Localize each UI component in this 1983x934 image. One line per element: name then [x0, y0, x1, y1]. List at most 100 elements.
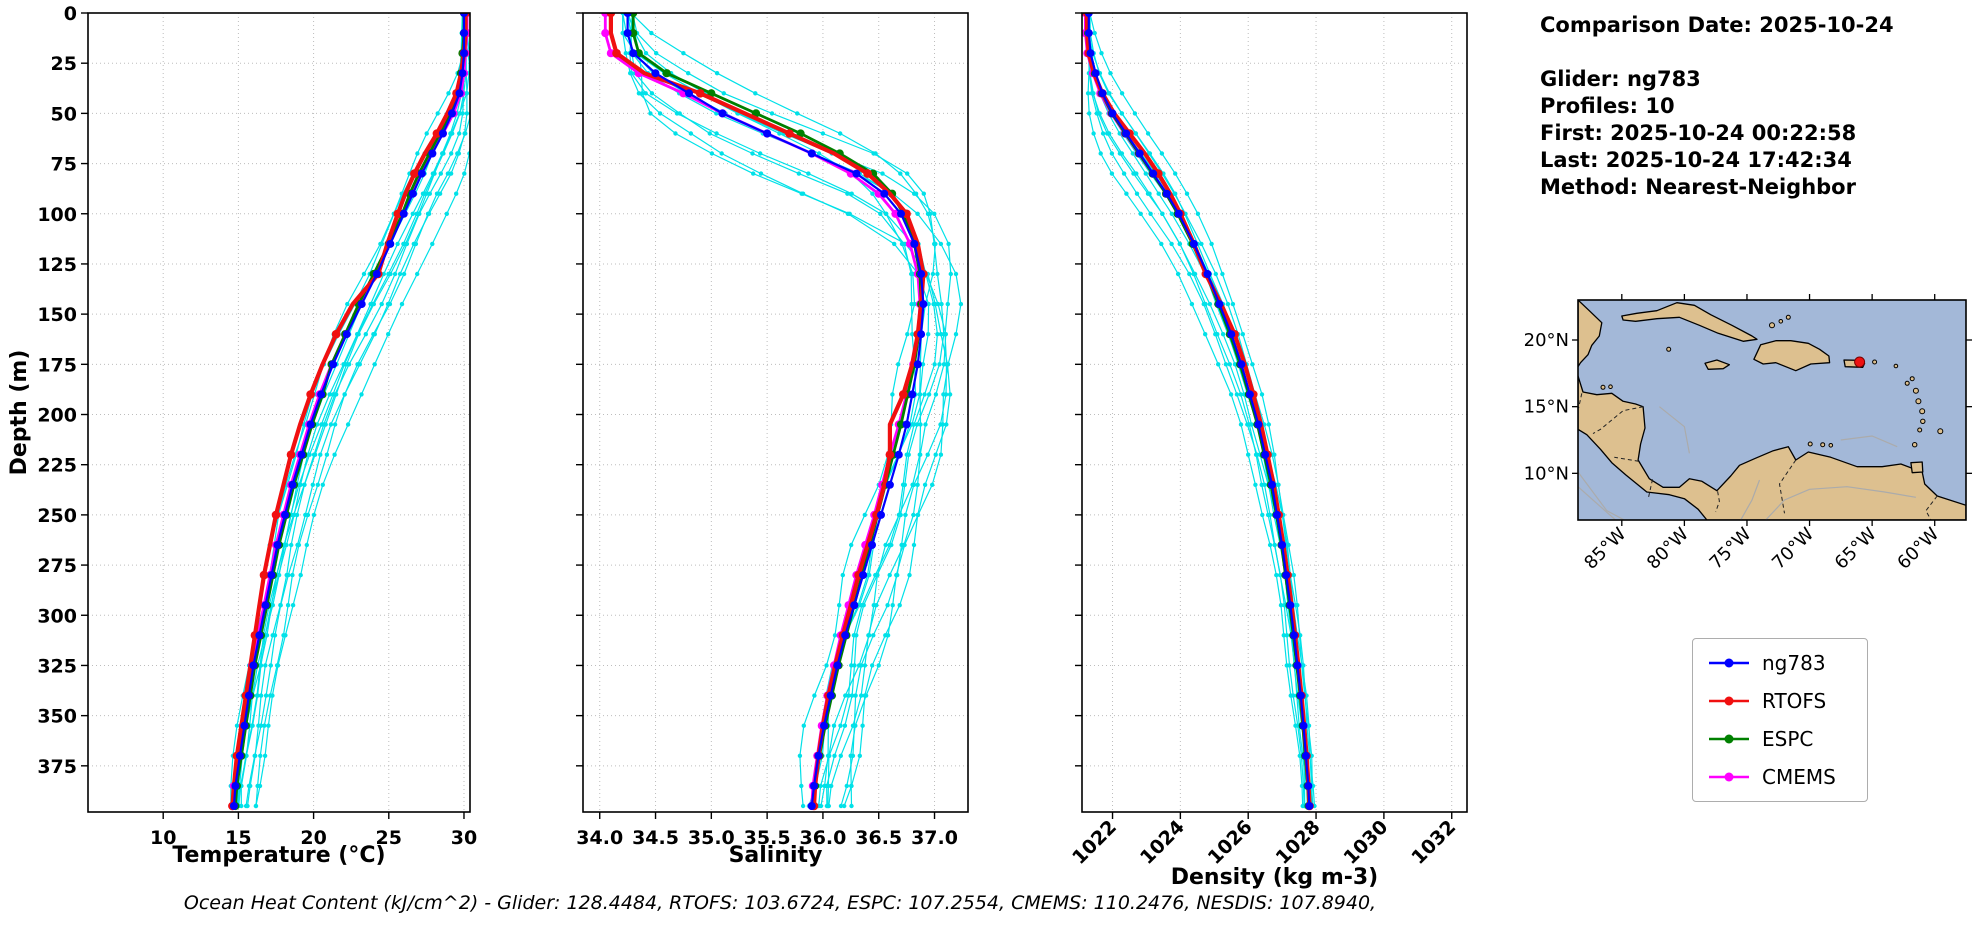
- glider-scatter-marker: [826, 753, 832, 758]
- glider-scatter-marker: [849, 693, 855, 698]
- map-lon-label: 65°W: [1831, 524, 1881, 574]
- glider-scatter-marker: [926, 301, 931, 307]
- small-island: [1912, 442, 1918, 448]
- glider-scatter-marker: [385, 301, 391, 307]
- glider-scatter-marker: [917, 452, 922, 457]
- glider-scatter-marker: [926, 392, 932, 397]
- glider-scatter-marker: [234, 723, 240, 728]
- glider-scatter-marker: [920, 362, 926, 367]
- glider-scatter-marker: [849, 803, 854, 809]
- glider-scatter-marker: [938, 452, 944, 457]
- glider-scatter-marker: [938, 332, 944, 337]
- glider-scatter-marker: [862, 512, 867, 518]
- glider-scatter-marker: [896, 362, 901, 367]
- glider-scatter-marker: [285, 603, 291, 608]
- series-CMEMS-marker: [891, 209, 900, 218]
- series-ng783-marker: [342, 330, 351, 339]
- glider-scatter-marker: [818, 783, 823, 789]
- x-tick-label: 34.5: [632, 827, 679, 849]
- glider-scatter-marker: [933, 452, 938, 457]
- glider-scatter-marker: [283, 633, 288, 638]
- series-ng783-marker: [1149, 169, 1158, 178]
- series-ng783-marker: [329, 360, 338, 369]
- x-tick-label: 25: [376, 827, 402, 849]
- series-ng783-marker: [894, 450, 903, 459]
- series-ng783-marker: [317, 390, 326, 399]
- glider-scatter-marker: [850, 723, 856, 728]
- glider-scatter-marker: [243, 803, 249, 809]
- plot-frame: [582, 12, 969, 813]
- glider-scatter-marker: [649, 30, 654, 36]
- series-ng783-marker: [460, 13, 468, 17]
- glider-scatter-marker: [1187, 271, 1192, 277]
- glider-scatter-marker: [892, 241, 897, 247]
- series-ng783-marker: [897, 209, 905, 218]
- glider-scatter-marker: [1172, 191, 1177, 196]
- series-ng783-marker: [877, 510, 885, 519]
- series-ng783-marker: [1122, 129, 1131, 138]
- series-ng783-marker: [460, 49, 468, 58]
- legend-entry-RTOFS: RTOFS: [1707, 689, 1853, 713]
- glider-scatter-marker: [1227, 362, 1233, 367]
- glider-scatter-marker: [1173, 171, 1178, 176]
- depth-tick-label: 50: [51, 103, 77, 125]
- series-ng783-marker: [623, 29, 632, 38]
- density-axis-label: Density (kg m-3): [1171, 865, 1379, 890]
- depth-tick-label: 150: [37, 304, 77, 326]
- glider-scatter-marker: [887, 572, 892, 578]
- glider-scatter-marker: [953, 332, 959, 337]
- series-ng783-marker: [1174, 209, 1183, 218]
- glider-scatter-marker: [1119, 111, 1125, 116]
- glider-scatter-marker: [890, 392, 895, 397]
- glider-scatter-marker: [832, 633, 838, 638]
- glider-scatter-marker: [262, 723, 267, 728]
- info-panel: Comparison Date: 2025-10-24 Glider: ng78…: [1540, 12, 1894, 201]
- series-ng783-marker: [917, 270, 926, 278]
- series-ng783-marker: [917, 330, 926, 339]
- glider-scatter-marker: [876, 663, 881, 668]
- glider-scatter-marker: [370, 301, 375, 307]
- series-ng783-marker: [910, 239, 919, 248]
- glider-scatter-marker: [253, 803, 259, 809]
- glider-scatter-marker: [258, 663, 263, 668]
- glider-scatter-marker: [1184, 191, 1190, 196]
- legend-line-marker-icon: [1709, 772, 1749, 782]
- series-RTOFS-marker: [885, 450, 895, 460]
- glider-scatter-line: [236, 13, 466, 807]
- glider-scatter-marker: [427, 191, 432, 196]
- glider-scatter-marker: [714, 131, 719, 136]
- x-tick-label: 35.5: [744, 827, 791, 849]
- glider-scatter-marker: [464, 91, 470, 96]
- series-ng783-marker: [372, 270, 381, 278]
- glider-scatter-marker: [847, 211, 852, 216]
- glider-scatter-marker: [945, 362, 950, 367]
- series-ng783-marker: [913, 360, 922, 369]
- glider-scatter-marker: [357, 362, 362, 367]
- x-tick-label: 36.5: [855, 827, 902, 849]
- series-ng783-marker: [408, 189, 417, 198]
- glider-scatter-marker: [1232, 362, 1238, 367]
- series-ng783-marker: [629, 49, 638, 58]
- series-ng783-marker: [1098, 89, 1107, 98]
- glider-scatter-marker: [751, 171, 756, 176]
- map-lon-label: 60°W: [1893, 524, 1943, 574]
- glider-scatter-marker: [1134, 191, 1140, 196]
- glider-scatter-marker: [880, 171, 885, 176]
- glider-scatter-marker: [410, 211, 415, 216]
- x-tick-label: 1026: [1204, 816, 1257, 869]
- glider-scatter-marker: [871, 603, 876, 608]
- glider-scatter-marker: [258, 753, 263, 758]
- glider-scatter-marker: [302, 482, 307, 487]
- glider-scatter-marker: [901, 542, 907, 548]
- glider-scatter-marker: [799, 191, 804, 196]
- small-island: [1600, 384, 1606, 390]
- small-island: [1828, 443, 1834, 448]
- series-ng783-marker: [249, 661, 258, 670]
- series-ng783-marker: [718, 109, 727, 118]
- glider-scatter-marker: [842, 803, 847, 809]
- glider-scatter-marker: [905, 171, 910, 176]
- glider-scatter-marker: [1089, 91, 1095, 96]
- glider-scatter-marker: [1199, 241, 1204, 247]
- glider-scatter-marker: [719, 151, 724, 156]
- interp-method: Method: Nearest-Neighbor: [1540, 175, 1856, 199]
